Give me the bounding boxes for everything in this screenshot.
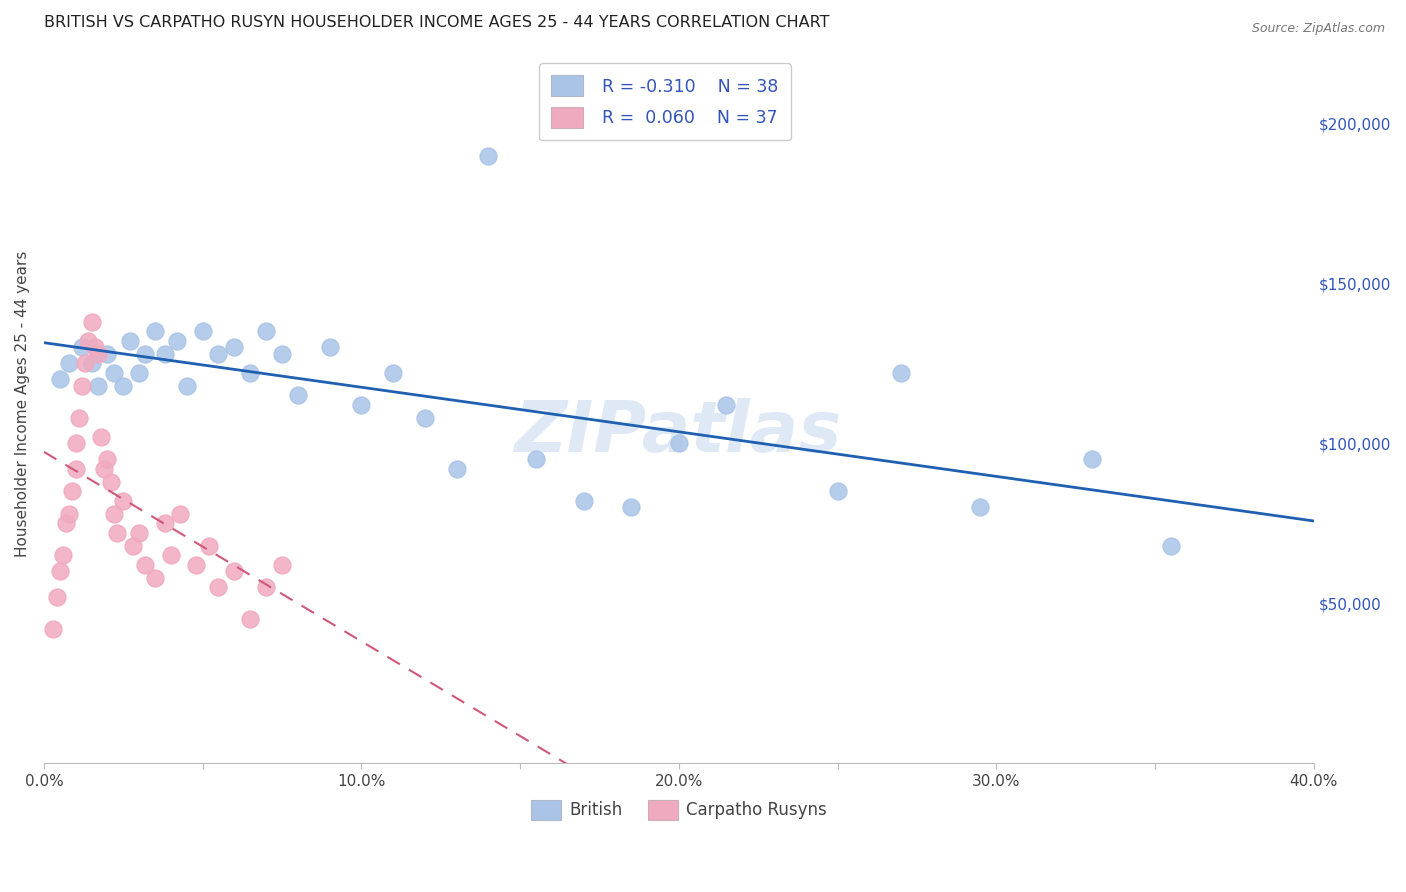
Point	[143, 325, 166, 339]
Point	[134, 347, 156, 361]
Point	[128, 366, 150, 380]
Point	[969, 500, 991, 515]
Point	[166, 334, 188, 348]
Point	[96, 347, 118, 361]
Point	[87, 347, 110, 361]
Point	[58, 356, 80, 370]
Point	[668, 436, 690, 450]
Point	[77, 334, 100, 348]
Point	[96, 452, 118, 467]
Point	[191, 325, 214, 339]
Point	[207, 580, 229, 594]
Point	[52, 549, 75, 563]
Point	[239, 612, 262, 626]
Point	[90, 430, 112, 444]
Point	[65, 462, 87, 476]
Point	[224, 341, 246, 355]
Point	[572, 494, 595, 508]
Point	[153, 516, 176, 531]
Point	[271, 347, 294, 361]
Point	[58, 507, 80, 521]
Point	[176, 379, 198, 393]
Point	[118, 334, 141, 348]
Point	[105, 525, 128, 540]
Point	[287, 388, 309, 402]
Point	[128, 525, 150, 540]
Text: Source: ZipAtlas.com: Source: ZipAtlas.com	[1251, 22, 1385, 36]
Point	[55, 516, 77, 531]
Point	[83, 341, 105, 355]
Point	[153, 347, 176, 361]
Point	[103, 366, 125, 380]
Point	[121, 539, 143, 553]
Text: BRITISH VS CARPATHO RUSYN HOUSEHOLDER INCOME AGES 25 - 44 YEARS CORRELATION CHAR: BRITISH VS CARPATHO RUSYN HOUSEHOLDER IN…	[44, 15, 830, 30]
Point	[67, 410, 90, 425]
Point	[42, 622, 65, 636]
Point	[134, 558, 156, 572]
Point	[169, 507, 191, 521]
Point	[620, 500, 643, 515]
Point	[70, 341, 93, 355]
Y-axis label: Householder Income Ages 25 - 44 years: Householder Income Ages 25 - 44 years	[15, 251, 30, 557]
Point	[413, 410, 436, 425]
Point	[254, 580, 277, 594]
Point	[112, 494, 135, 508]
Point	[112, 379, 135, 393]
Legend: British, Carpatho Rusyns: British, Carpatho Rusyns	[524, 793, 834, 827]
Point	[1080, 452, 1102, 467]
Point	[271, 558, 294, 572]
Point	[254, 325, 277, 339]
Point	[716, 398, 738, 412]
Point	[143, 571, 166, 585]
Point	[186, 558, 208, 572]
Point	[382, 366, 405, 380]
Point	[524, 452, 547, 467]
Point	[224, 564, 246, 578]
Point	[49, 564, 72, 578]
Point	[100, 475, 122, 489]
Point	[477, 148, 499, 162]
Point	[62, 484, 84, 499]
Point	[80, 356, 103, 370]
Point	[45, 590, 67, 604]
Point	[75, 356, 97, 370]
Point	[1160, 539, 1182, 553]
Point	[318, 341, 340, 355]
Point	[350, 398, 373, 412]
Text: ZIPatlas: ZIPatlas	[515, 398, 842, 467]
Point	[87, 379, 110, 393]
Point	[207, 347, 229, 361]
Point	[93, 462, 115, 476]
Point	[446, 462, 468, 476]
Point	[70, 379, 93, 393]
Point	[827, 484, 849, 499]
Point	[239, 366, 262, 380]
Point	[160, 549, 183, 563]
Point	[65, 436, 87, 450]
Point	[49, 372, 72, 386]
Point	[890, 366, 912, 380]
Point	[80, 315, 103, 329]
Point	[198, 539, 221, 553]
Point	[103, 507, 125, 521]
